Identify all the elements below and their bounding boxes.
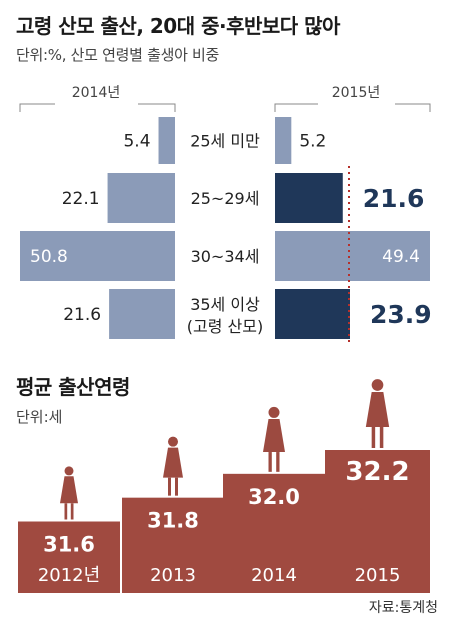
bar-2014 [158, 117, 175, 164]
bar-2015 [275, 289, 350, 339]
category-label: 2012년 [38, 565, 100, 586]
unit-label: 단위:세 [16, 408, 63, 426]
bar [18, 521, 120, 593]
chart-title: 평균 출산연령 [16, 375, 130, 399]
bar-2014 [107, 173, 175, 223]
value-label-2014: 5.4 [123, 132, 150, 152]
value-label-2014: 50.8 [30, 247, 68, 267]
category-label: 2013 [150, 565, 196, 586]
value-label-2015: 5.2 [299, 132, 326, 152]
chart-title: 고령 산모 출산, 20대 중·후반보다 많아 [16, 14, 340, 38]
woman-silhouette-icon [163, 436, 183, 496]
value-label: 32.2 [345, 457, 409, 487]
share-by-age-chart: 2014년 2015년 5.4 5.2 25세 미만 22.1 21.6 25~29세 50.8… [19, 85, 432, 345]
value-label: 32.0 [248, 485, 300, 509]
woman-silhouette-icon [60, 466, 78, 520]
value-label-2015: 21.6 [363, 184, 425, 213]
woman-silhouette-icon [365, 379, 390, 448]
bracket-2015 [274, 103, 431, 112]
legend-2014: 2014년 [72, 85, 121, 101]
category-label: 2014 [251, 565, 297, 586]
value-label-2015: 49.4 [382, 247, 420, 267]
category-label: 25~29세 [191, 189, 260, 208]
woman-silhouette-icon [263, 406, 285, 472]
unit-label: 단위:%, 산모 연령별 출생아 비중 [16, 46, 220, 64]
value-label: 31.6 [43, 533, 95, 557]
bar-2015 [275, 173, 343, 223]
bracket-2014 [19, 103, 176, 112]
bar-2014 [20, 231, 175, 281]
legend-2015: 2015년 [332, 85, 381, 101]
value-label-2014: 21.6 [63, 305, 101, 325]
category-label: 30~34세 [191, 247, 260, 266]
bar [122, 497, 224, 593]
bar-2015 [275, 117, 292, 164]
value-label-2014: 22.1 [62, 189, 100, 209]
bar-2015 [275, 231, 430, 281]
bar [325, 450, 430, 593]
category-label: 25세 미만 [190, 132, 260, 151]
category-label: (고령 산모) [187, 317, 263, 336]
category-label: 2015 [355, 565, 401, 586]
source-note: 자료:통계청 [368, 600, 438, 616]
category-label: 35세 이상 [190, 295, 260, 314]
value-label-2015: 23.9 [370, 300, 432, 329]
legend: 2014년 2015년 [19, 85, 431, 112]
bar-2014 [109, 289, 175, 339]
bar [223, 473, 325, 593]
value-label: 31.8 [147, 509, 199, 533]
